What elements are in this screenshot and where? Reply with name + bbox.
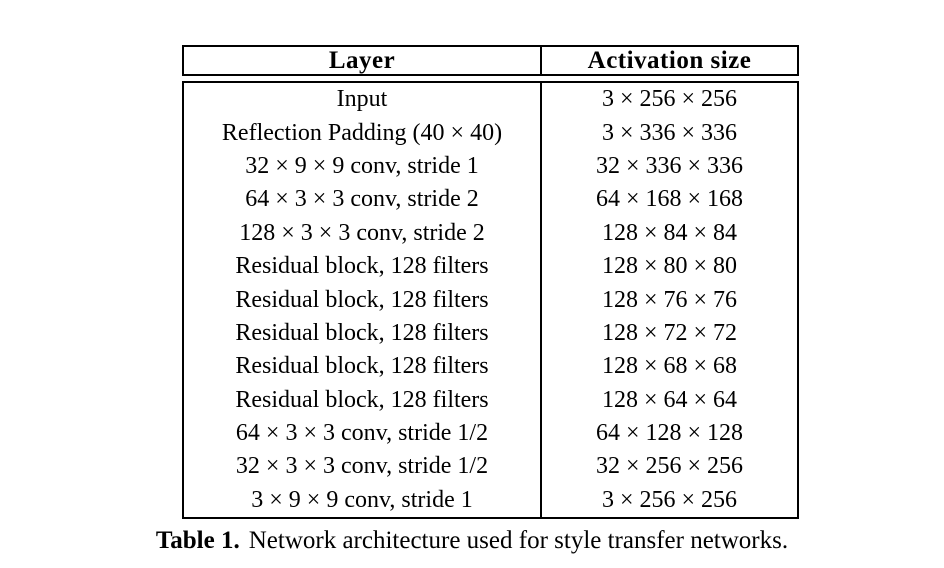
table-row: 128 × 3 × 3 conv, stride 2 128 × 84 × 84 xyxy=(184,216,797,250)
activation-size-cell: 3 × 256 × 256 xyxy=(601,486,738,513)
layer-cell: Residual block, 128 filters xyxy=(184,249,542,284)
table-row: 3 × 9 × 9 conv, stride 1 3 × 256 × 256 xyxy=(184,483,797,518)
layer-cell: Input xyxy=(184,83,542,117)
table-header-activation-size: Activation size xyxy=(587,47,752,74)
layer-cell: 32 × 3 × 3 conv, stride 1/2 xyxy=(184,450,542,484)
table-row: Residual block, 128 filters 128 × 72 × 72 xyxy=(184,316,797,351)
activation-size-cell: 64 × 128 × 128 xyxy=(595,420,744,447)
table-row: 32 × 3 × 3 conv, stride 1/2 32 × 256 × 25… xyxy=(184,450,797,484)
layer-cell: 64 × 3 × 3 conv, stride 2 xyxy=(184,183,542,217)
activation-size-cell: 3 × 256 × 256 xyxy=(601,86,738,113)
activation-size-cell: 128 × 76 × 76 xyxy=(601,286,738,313)
layer-cell: Residual block, 128 filters xyxy=(184,316,542,351)
activation-size-cell: 128 × 80 × 80 xyxy=(601,253,738,280)
table-row: 64 × 3 × 3 conv, stride 2 64 × 168 × 168 xyxy=(184,183,797,217)
table-caption: Table 1. Network architecture used for st… xyxy=(0,527,944,555)
table-row: Input 3 × 256 × 256 xyxy=(184,83,797,117)
table-body: Input 3 × 256 × 256 Reflection Padding (40… xyxy=(182,81,799,520)
activation-size-cell: 128 × 68 × 68 xyxy=(601,353,738,380)
layer-cell: 128 × 3 × 3 conv, stride 2 xyxy=(184,216,542,250)
activation-size-cell: 32 × 256 × 256 xyxy=(595,453,744,480)
table-row: Reflection Padding (40 × 40) 3 × 336 × 33… xyxy=(184,116,797,150)
activation-size-cell: 32 × 336 × 336 xyxy=(595,152,744,179)
activation-size-cell: 128 × 64 × 64 xyxy=(601,386,738,413)
layer-cell: Residual block, 128 filters xyxy=(184,383,542,417)
layer-cell: 3 × 9 × 9 conv, stride 1 xyxy=(184,483,542,518)
table-row: Residual block, 128 filters 128 × 68 × 68 xyxy=(184,350,797,384)
table-header-layer: Layer xyxy=(184,47,542,74)
table-row: 64 × 3 × 3 conv, stride 1/2 64 × 128 × 12… xyxy=(184,416,797,451)
architecture-table: Layer Activation size Input 3 × 256 × 256… xyxy=(182,45,799,520)
table-row: Residual block, 128 filters 128 × 80 × 80 xyxy=(184,249,797,284)
table-row: Residual block, 128 filters 128 × 64 × 64 xyxy=(184,383,797,417)
layer-cell: Residual block, 128 filters xyxy=(184,283,542,317)
layer-cell: Reflection Padding (40 × 40) xyxy=(184,116,542,150)
layer-cell: Residual block, 128 filters xyxy=(184,350,542,384)
layer-cell: 32 × 9 × 9 conv, stride 1 xyxy=(184,149,542,184)
activation-size-cell: 128 × 84 × 84 xyxy=(601,219,738,246)
layer-cell: 64 × 3 × 3 conv, stride 1/2 xyxy=(184,416,542,451)
table-caption-text: Network architecture used for style tran… xyxy=(248,527,789,554)
table-header-row: Layer Activation size xyxy=(182,45,799,76)
table-row: 32 × 9 × 9 conv, stride 1 32 × 336 × 336 xyxy=(184,149,797,184)
activation-size-cell: 128 × 72 × 72 xyxy=(601,319,738,346)
activation-size-cell: 3 × 336 × 336 xyxy=(601,119,738,146)
table-caption-label: Table 1. xyxy=(155,527,240,554)
table-row: Residual block, 128 filters 128 × 76 × 76 xyxy=(184,283,797,317)
activation-size-cell: 64 × 168 × 168 xyxy=(595,186,744,213)
